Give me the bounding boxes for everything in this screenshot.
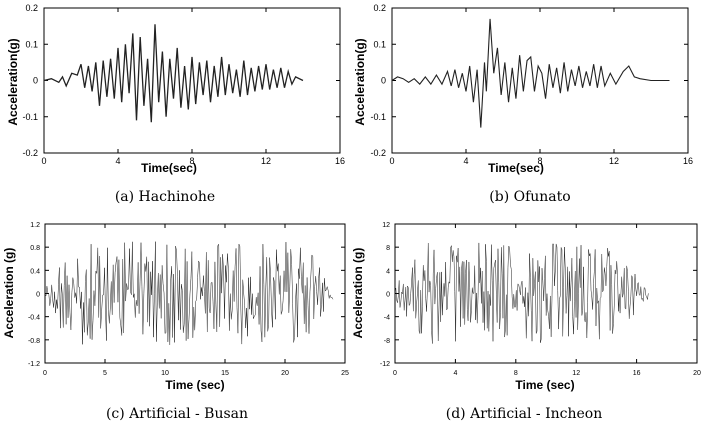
x-tick-label: 5 — [103, 370, 107, 377]
y-tick-label: -8 — [384, 338, 390, 345]
y-tick-label: 0.8 — [30, 245, 40, 252]
y-axis-label: Acceleration(g) — [6, 38, 20, 125]
chart-artificial-busan: -1.2 -0.8 -0.4 0 0.4 0.8 1.2 0 5 10 15 20 25 Time (s… — [2, 222, 349, 422]
plot-frame — [43, 7, 341, 154]
plot-area: -0.2 -0.1 0 0.1 0.2 0 4 8 12 16 — [22, 3, 345, 166]
x-tick-label: 16 — [335, 156, 345, 166]
y-tick-label: -0.4 — [28, 315, 40, 322]
x-tick-label: 12 — [609, 156, 619, 166]
chart-artificial-incheon: -12 -8 -4 0 4 8 12 0 4 8 12 16 20 Time (sec) Acceler… — [351, 222, 701, 422]
y-tick-label: 0.2 — [373, 3, 386, 13]
chart-ofunato: -0.2 -0.1 0 0.1 0.2 0 4 8 12 16 Time(sec) Acceler… — [353, 3, 693, 205]
y-tick-label: 0.2 — [25, 3, 38, 13]
x-tick-label: 16 — [683, 156, 693, 166]
x-tick-label: 20 — [281, 370, 289, 377]
x-tick-label: 10 — [161, 370, 169, 377]
y-tick-label: 0 — [36, 292, 40, 299]
plot-area: -0.2 -0.1 0 0.1 0.2 0 4 8 12 16 — [370, 3, 693, 166]
y-tick-label: -0.1 — [370, 112, 386, 122]
x-tick-label: 8 — [189, 156, 194, 166]
x-tick-label: 4 — [453, 370, 457, 377]
x-tick-label: 4 — [115, 156, 120, 166]
x-axis-label: Time (sec) — [165, 378, 224, 392]
y-tick-label: -1.2 — [28, 361, 40, 368]
y-tick-label: 0.1 — [373, 39, 386, 49]
plot-area: -12 -8 -4 0 4 8 12 0 4 8 12 16 20 — [380, 222, 701, 377]
x-axis-label: Time(sec) — [488, 161, 544, 175]
y-tick-label: 1.2 — [30, 222, 40, 229]
y-tick-label: 12 — [382, 222, 390, 229]
x-tick-label: 0 — [43, 370, 47, 377]
x-tick-label: 20 — [693, 370, 701, 377]
y-axis-label: Acceleration(g) — [353, 38, 367, 125]
y-tick-label: 8 — [386, 245, 390, 252]
chart-caption: (b) Ofunato — [489, 189, 570, 205]
x-tick-label: 8 — [537, 156, 542, 166]
x-tick-label: 25 — [341, 370, 349, 377]
x-tick-label: 4 — [463, 156, 468, 166]
x-tick-label: 8 — [514, 370, 518, 377]
y-tick-label: 4 — [386, 268, 390, 275]
x-tick-label: 0 — [41, 156, 46, 166]
y-tick-label: 0.4 — [30, 268, 40, 275]
x-tick-label: 15 — [221, 370, 229, 377]
y-tick-label: -0.2 — [370, 148, 386, 158]
acceleration-series-line — [391, 18, 670, 128]
x-tick-label: 12 — [572, 370, 580, 377]
chart-hachinohe: -0.2 -0.1 0 0.1 0.2 0 4 8 12 16 Time(sec) Acceler… — [6, 3, 345, 205]
x-tick-label: 0 — [389, 156, 394, 166]
x-tick-label: 16 — [633, 370, 641, 377]
y-axis-label: Acceleration (g) — [2, 248, 16, 339]
x-axis-label: Time (sec) — [515, 378, 574, 392]
y-tick-label: -0.2 — [22, 148, 38, 158]
y-tick-label: 0.1 — [25, 39, 38, 49]
y-tick-label: 0 — [381, 76, 386, 86]
chart-caption: (d) Artificial - Incheon — [446, 406, 603, 422]
plot-frame — [391, 7, 689, 154]
y-tick-label: 0 — [386, 292, 390, 299]
plot-area: -1.2 -0.8 -0.4 0 0.4 0.8 1.2 0 5 10 15 20 25 — [28, 222, 349, 377]
y-tick-label: -12 — [380, 361, 390, 368]
acceleration-series-line — [44, 241, 334, 345]
plot-frame — [44, 223, 346, 364]
x-axis-label: Time(sec) — [141, 161, 197, 175]
acceleration-series-line — [43, 24, 304, 123]
acceleration-series-line — [394, 242, 649, 344]
x-tick-label: 0 — [393, 370, 397, 377]
chart-caption: (c) Artificial - Busan — [106, 406, 248, 422]
y-tick-label: -0.8 — [28, 338, 40, 345]
y-tick-label: -4 — [384, 315, 390, 322]
y-tick-label: -0.1 — [22, 112, 38, 122]
y-axis-label: Acceleration (g) — [351, 248, 365, 339]
chart-caption: (a) Hachinohe — [115, 189, 215, 205]
x-tick-label: 12 — [261, 156, 271, 166]
y-tick-label: 0 — [33, 76, 38, 86]
